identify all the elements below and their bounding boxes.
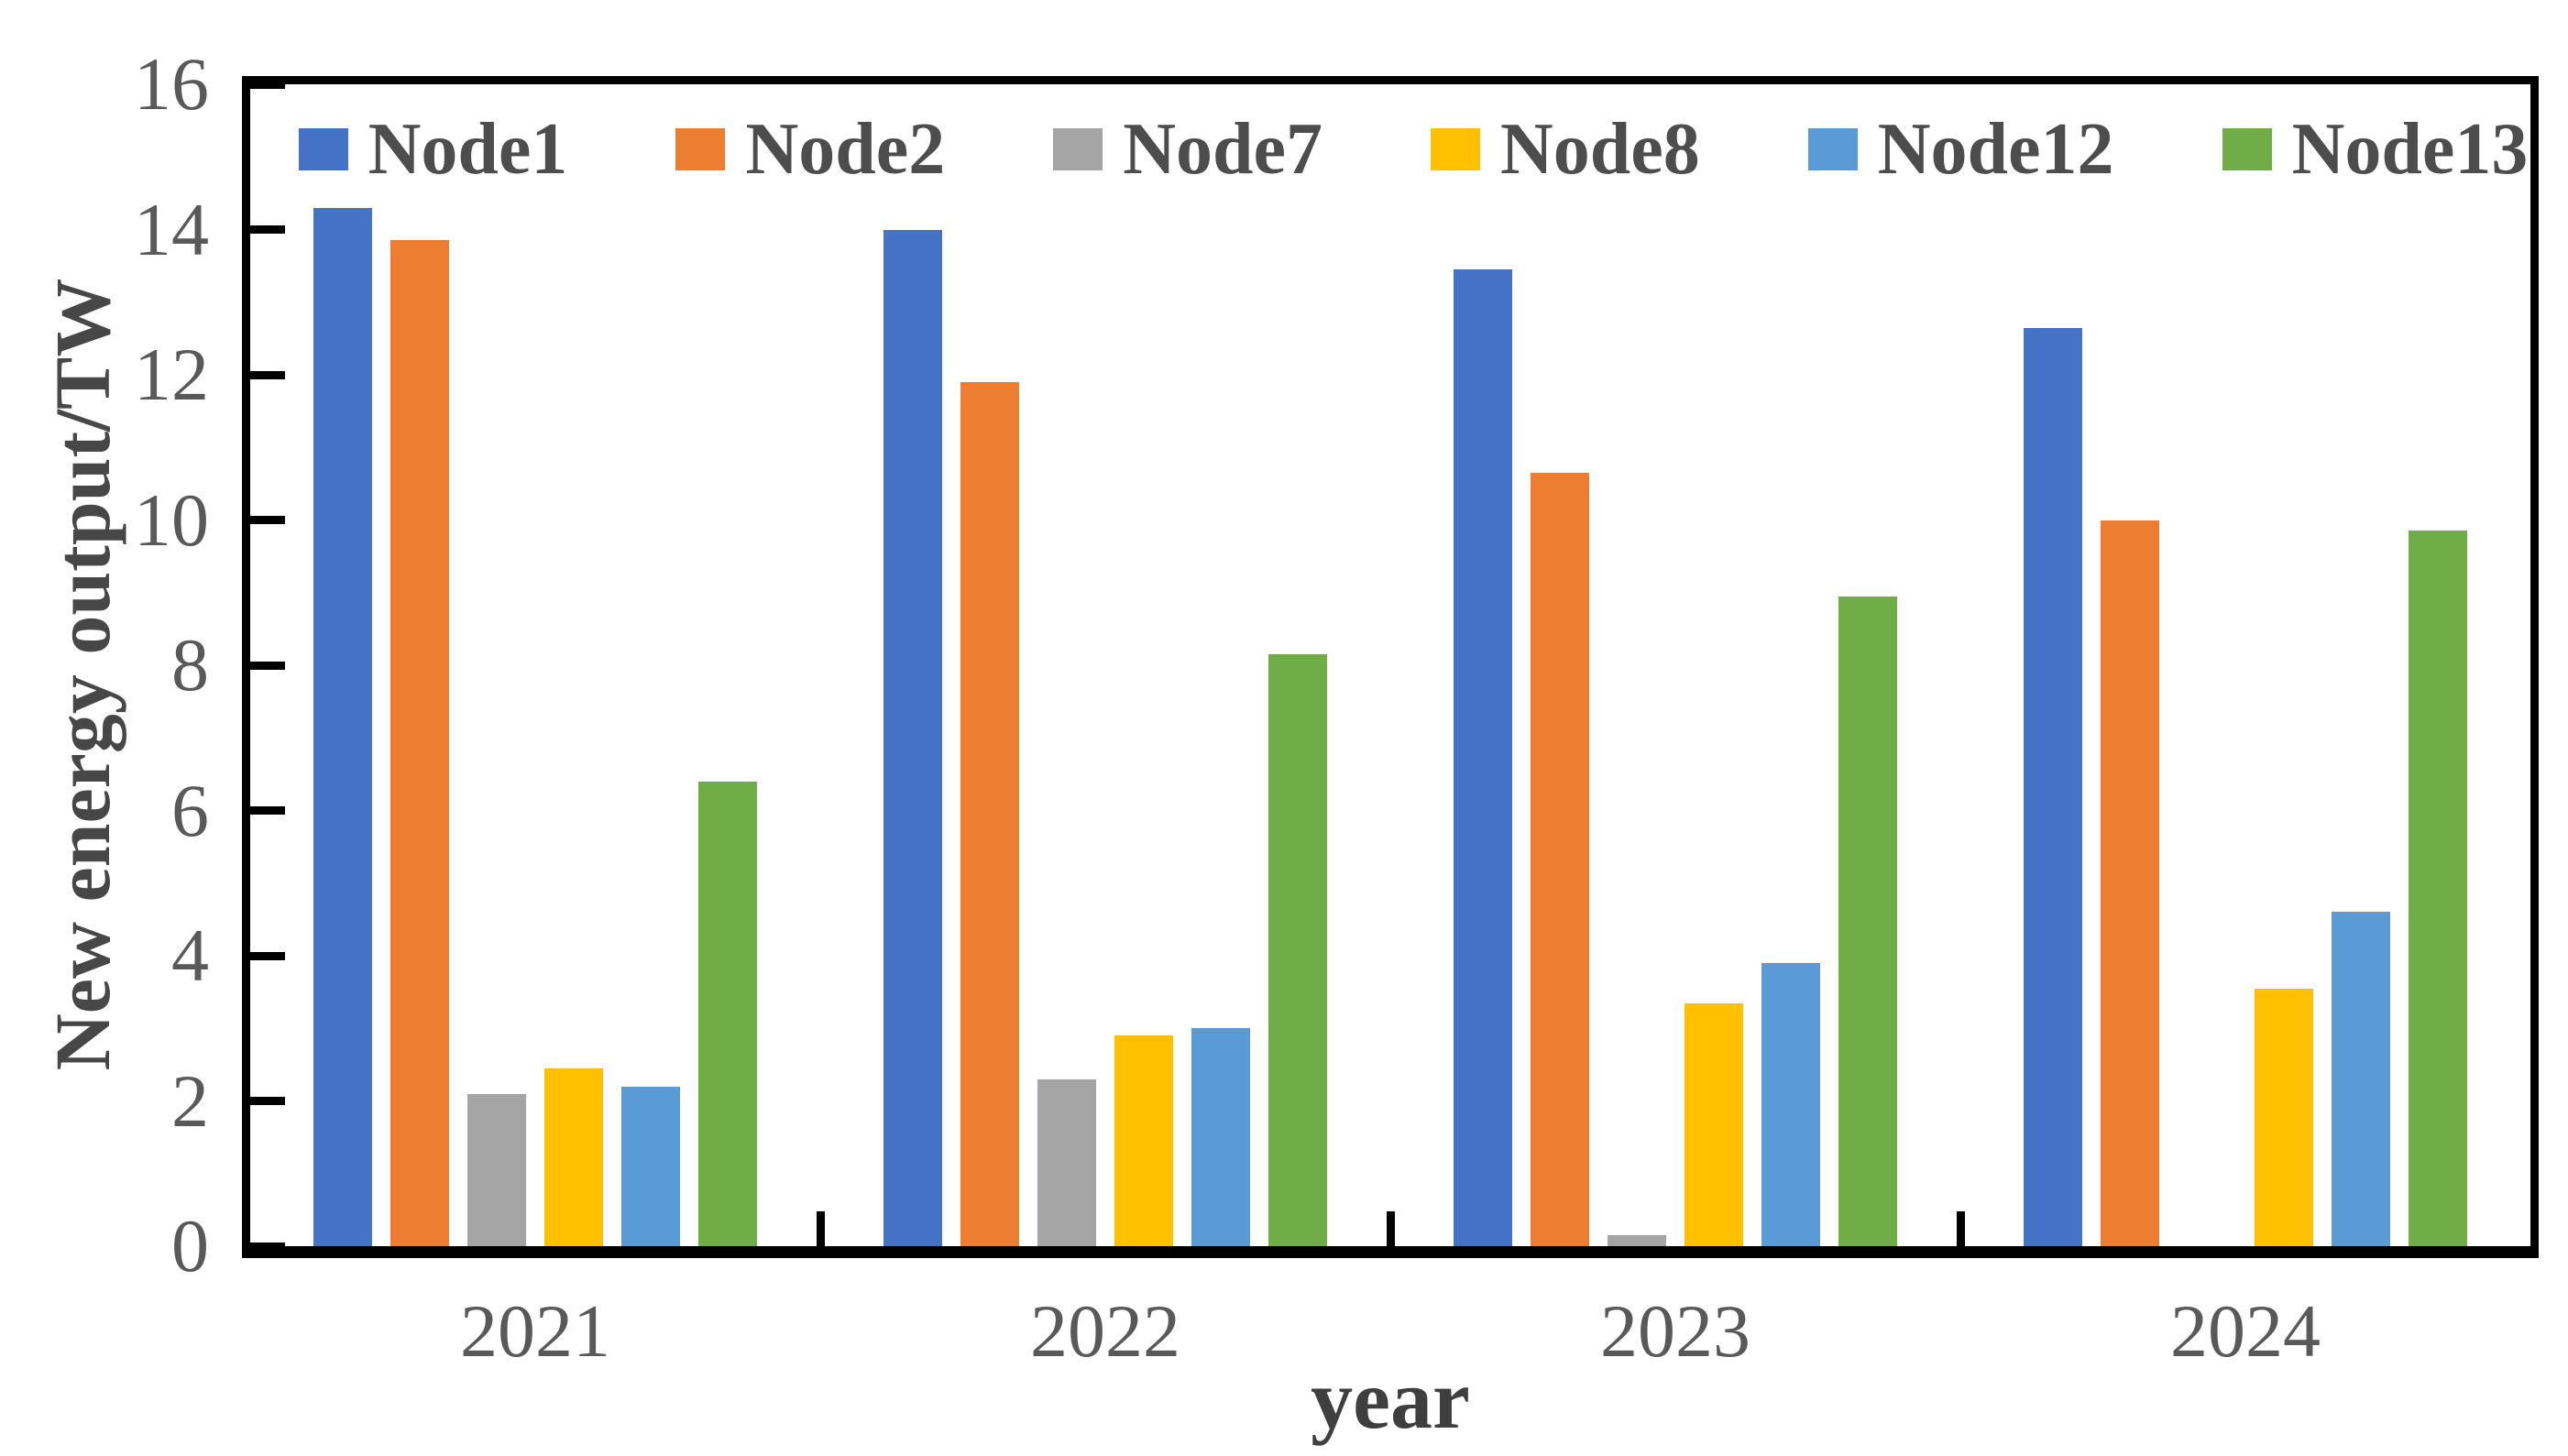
legend-item-node8: Node8 xyxy=(1431,110,1700,189)
x-tick-mark xyxy=(816,1211,825,1246)
bar-node7-2022 xyxy=(1037,1078,1096,1246)
legend-swatch-icon xyxy=(1807,128,1858,170)
bar-node12-2023 xyxy=(1761,962,1820,1246)
legend-swatch-icon xyxy=(1053,128,1103,170)
legend: Node1 Node2 Node7 Node8 Node12 Node13 xyxy=(298,109,2528,190)
bar-node13-2021 xyxy=(698,781,757,1246)
x-tick-label: 2021 xyxy=(460,1289,610,1373)
y-tick-label: 8 xyxy=(171,623,209,706)
bar-node8-2024 xyxy=(2255,988,2313,1246)
y-tick-label: 4 xyxy=(171,914,209,997)
y-tick-mark xyxy=(250,661,285,670)
legend-swatch-icon xyxy=(1431,128,1480,170)
bar-node13-2023 xyxy=(1838,596,1897,1246)
legend-swatch-icon xyxy=(675,128,726,170)
bar-node1-2022 xyxy=(883,229,942,1246)
y-tick-mark xyxy=(250,806,285,815)
y-tick-mark xyxy=(250,225,285,234)
x-tick-label: 2023 xyxy=(1600,1289,1750,1373)
bar-node8-2021 xyxy=(544,1067,603,1246)
x-axis-title: year xyxy=(1311,1352,1470,1446)
y-tick-label: 6 xyxy=(171,768,209,852)
bar-node2-2024 xyxy=(2101,520,2159,1246)
y-tick-mark xyxy=(250,516,285,524)
y-tick-label: 0 xyxy=(171,1204,209,1287)
bar-node1-2024 xyxy=(2024,327,2082,1246)
bar-node1-2021 xyxy=(313,207,372,1246)
bar-node13-2022 xyxy=(1268,654,1327,1246)
bar-node7-2021 xyxy=(467,1093,526,1246)
bar-node12-2024 xyxy=(2332,912,2390,1246)
legend-item-node13: Node13 xyxy=(2222,109,2529,190)
bar-node8-2022 xyxy=(1114,1035,1173,1246)
bar-node13-2024 xyxy=(2409,531,2467,1246)
legend-item-node7: Node7 xyxy=(1053,110,1322,189)
legend-item-node2: Node2 xyxy=(675,110,945,189)
bar-node12-2022 xyxy=(1191,1028,1250,1246)
plot-area: Node1 Node2 Node7 Node8 Node12 Node13 xyxy=(242,76,2539,1258)
y-tick-label: 2 xyxy=(171,1058,209,1143)
legend-item-node1: Node1 xyxy=(298,109,568,190)
legend-swatch-icon xyxy=(2222,128,2272,170)
bar-node8-2023 xyxy=(1685,1002,1743,1246)
legend-label: Node1 xyxy=(368,109,568,190)
legend-label: Node2 xyxy=(745,109,946,190)
x-tick-label: 2022 xyxy=(1030,1289,1180,1373)
legend-label: Node8 xyxy=(1500,109,1700,190)
legend-swatch-icon xyxy=(298,128,348,170)
y-tick-mark xyxy=(250,1097,285,1105)
y-tick-mark xyxy=(250,80,285,89)
bar-node12-2021 xyxy=(621,1086,680,1246)
legend-label: Node12 xyxy=(1877,109,2114,190)
y-tick-mark xyxy=(250,370,285,379)
y-tick-mark xyxy=(250,1242,285,1251)
y-tick-label: 12 xyxy=(134,333,209,416)
y-tick-mark xyxy=(250,951,285,960)
y-tick-label: 16 xyxy=(134,42,209,126)
bar-node1-2023 xyxy=(1454,269,1512,1246)
bar-node7-2023 xyxy=(1608,1235,1666,1246)
x-tick-mark xyxy=(1956,1211,1965,1246)
legend-item-node12: Node12 xyxy=(1807,109,2114,190)
legend-label: Node7 xyxy=(1123,109,1322,190)
y-tick-label: 10 xyxy=(134,477,209,562)
y-tick-label: 14 xyxy=(134,187,209,271)
legend-label: Node13 xyxy=(2291,109,2529,190)
x-tick-mark xyxy=(1386,1211,1395,1246)
bar-node2-2021 xyxy=(390,240,449,1246)
x-tick-label: 2024 xyxy=(2170,1289,2321,1373)
bar-node2-2023 xyxy=(1531,473,1589,1246)
bar-node2-2022 xyxy=(960,381,1019,1246)
